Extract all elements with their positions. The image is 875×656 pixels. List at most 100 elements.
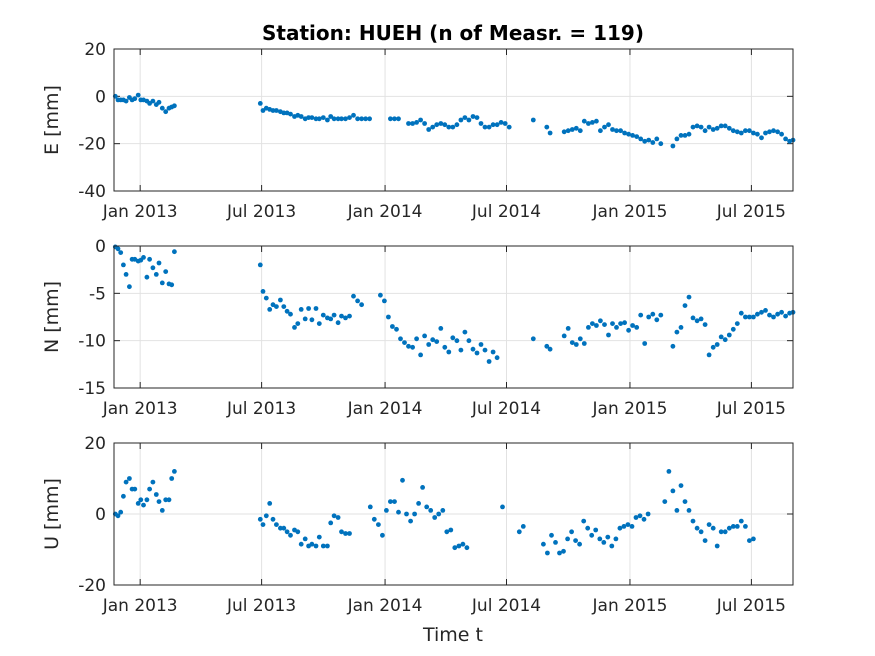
data-point-east xyxy=(438,121,444,126)
data-point-up xyxy=(617,525,623,531)
data-point-north xyxy=(726,332,732,338)
data-point-up xyxy=(316,534,322,540)
data-point-up xyxy=(118,509,124,515)
data-point-north xyxy=(430,337,436,343)
plot-area-north xyxy=(114,246,793,388)
data-point-east xyxy=(486,124,492,130)
data-point-north xyxy=(751,314,756,320)
data-point-north xyxy=(614,325,619,330)
data-point-up xyxy=(698,529,704,535)
data-point-up xyxy=(371,516,377,522)
data-point-up xyxy=(722,529,728,535)
data-point-up xyxy=(123,479,129,485)
data-point-north xyxy=(351,293,356,299)
data-point-north xyxy=(313,306,319,311)
data-point-up xyxy=(581,518,587,524)
data-point-up xyxy=(557,550,562,556)
x-tick-label-north: Jul 2013 xyxy=(226,399,296,419)
data-point-up xyxy=(706,522,712,527)
data-point-north xyxy=(682,303,688,308)
data-point-east xyxy=(610,127,615,132)
data-point-east xyxy=(123,98,129,104)
data-point-east xyxy=(650,140,656,145)
x-tick-label-north: Jan 2013 xyxy=(102,399,178,419)
data-point-up xyxy=(686,508,692,513)
data-point-up xyxy=(416,501,421,506)
x-tick-label-north: Jan 2014 xyxy=(347,399,423,419)
data-point-east xyxy=(783,136,788,142)
data-point-north xyxy=(706,352,712,358)
data-point-north xyxy=(626,327,631,333)
data-point-east xyxy=(474,115,480,120)
data-point-north xyxy=(450,335,456,341)
data-point-north xyxy=(690,315,696,321)
data-point-north xyxy=(378,292,383,298)
data-point-east xyxy=(325,117,330,123)
data-point-north xyxy=(590,321,595,326)
data-point-north xyxy=(722,337,728,343)
data-point-east xyxy=(494,122,500,128)
data-point-east xyxy=(722,123,728,129)
y-tick-label-north: 0 xyxy=(95,237,106,257)
data-point-up xyxy=(678,483,684,488)
data-point-up xyxy=(577,541,582,547)
data-point-up xyxy=(270,516,276,522)
data-point-north xyxy=(382,298,387,304)
data-point-north xyxy=(602,322,607,327)
data-point-east xyxy=(642,138,648,144)
data-point-east xyxy=(577,128,583,134)
data-point-up xyxy=(135,501,141,506)
data-point-north xyxy=(309,317,315,323)
axes-frame-north xyxy=(113,245,794,389)
data-point-east xyxy=(646,137,652,143)
data-point-east xyxy=(418,117,423,123)
data-point-east xyxy=(470,114,476,119)
data-point-east xyxy=(561,129,567,135)
data-point-north xyxy=(710,344,716,350)
data-point-north xyxy=(714,342,720,347)
data-point-north xyxy=(402,340,407,345)
data-point-north xyxy=(618,321,623,326)
data-point-east xyxy=(771,128,776,134)
data-point-north xyxy=(172,249,177,255)
data-point-east xyxy=(706,124,712,130)
data-point-up xyxy=(734,524,740,529)
data-point-east xyxy=(454,122,460,128)
data-point-north xyxy=(331,312,337,318)
data-point-east xyxy=(309,115,315,120)
data-point-east xyxy=(406,121,411,126)
data-point-north xyxy=(386,314,391,320)
data-point-east xyxy=(363,116,368,122)
data-point-east xyxy=(422,121,427,126)
data-point-up xyxy=(738,518,744,524)
data-point-north xyxy=(343,315,348,321)
data-point-up xyxy=(629,524,635,529)
data-point-up xyxy=(597,536,603,542)
data-point-up xyxy=(565,536,570,542)
data-point-north xyxy=(783,313,788,319)
y-tick-label-east: 0 xyxy=(95,87,106,107)
data-point-north xyxy=(434,339,440,344)
panel-east: Jan 2013 Jul 2013 Jan 2014 Jul 2014 Jan 2015… xyxy=(41,40,796,222)
data-point-east xyxy=(335,116,341,122)
data-point-north xyxy=(442,344,448,350)
data-point-up xyxy=(267,501,273,506)
data-point-north xyxy=(610,321,615,326)
data-point-north xyxy=(328,316,334,322)
data-point-east xyxy=(298,114,304,119)
data-point-east xyxy=(426,127,432,132)
data-point-east xyxy=(163,109,169,115)
data-point-east xyxy=(573,125,579,131)
data-point-north xyxy=(767,312,772,318)
data-point-up xyxy=(432,515,438,520)
data-point-north xyxy=(606,332,611,338)
data-point-up xyxy=(751,536,756,542)
data-point-north xyxy=(747,314,752,320)
data-point-up xyxy=(335,515,341,520)
panel-north: Jan 2013 Jul 2013 Jan 2014 Jul 2014 Jan 2015… xyxy=(41,237,796,419)
data-point-north xyxy=(274,304,279,309)
data-point-north xyxy=(654,317,660,323)
data-point-up xyxy=(682,499,688,504)
data-point-north xyxy=(292,325,297,330)
data-point-up xyxy=(141,502,146,508)
